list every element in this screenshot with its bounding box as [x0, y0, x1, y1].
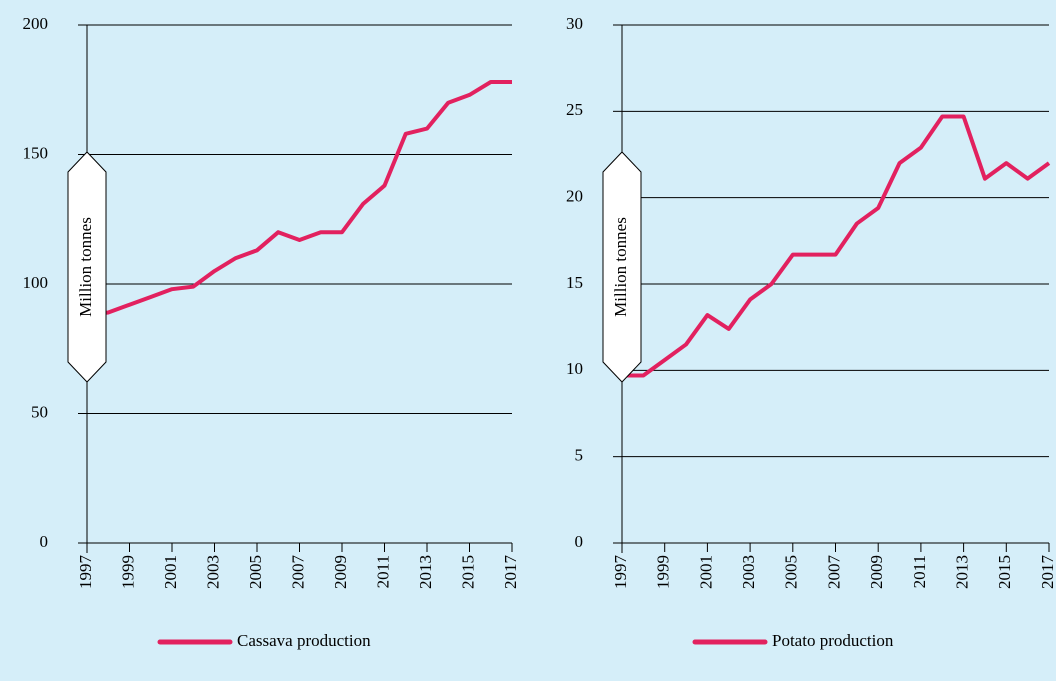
x-tick-label: 1997 [76, 555, 95, 590]
y-tick-label: 0 [575, 532, 584, 551]
x-tick-label: 2011 [373, 555, 392, 588]
x-tick-label: 2001 [161, 555, 180, 589]
x-tick-label: 2013 [953, 555, 972, 589]
y-axis-label: Million tonnes [611, 217, 630, 317]
y-tick-label: 5 [575, 446, 584, 465]
x-tick-label: 2007 [288, 555, 307, 590]
y-tick-label: 50 [31, 402, 48, 421]
y-tick-label: 20 [566, 187, 583, 206]
x-tick-label: 2013 [416, 555, 435, 589]
x-tick-label: 2003 [739, 555, 758, 589]
x-tick-label: 2009 [331, 555, 350, 589]
y-tick-label: 30 [566, 14, 583, 33]
y-label-box [67, 151, 107, 383]
x-tick-label: 2007 [824, 555, 843, 590]
y-tick-label: 100 [23, 273, 49, 292]
y-axis-label: Million tonnes [76, 217, 95, 317]
x-tick-label: 2011 [910, 555, 929, 588]
data-line [86, 79, 512, 318]
y-tick-label: 200 [23, 14, 49, 33]
legend-label: Potato production [772, 631, 894, 650]
y-tick-label: 25 [566, 100, 583, 119]
x-tick-label: 1997 [611, 555, 630, 590]
legend-label: Cassava production [237, 631, 371, 650]
y-label-box [602, 151, 642, 383]
data-line [622, 114, 1051, 378]
y-tick-label: 0 [40, 532, 49, 551]
x-tick-label: 2009 [867, 555, 886, 589]
x-tick-label: 2001 [696, 555, 715, 589]
y-tick-label: 10 [566, 359, 583, 378]
y-tick-label: 15 [566, 273, 583, 292]
x-tick-label: 2005 [782, 555, 801, 589]
x-tick-label: 2015 [995, 555, 1014, 589]
x-tick-label: 2005 [246, 555, 265, 589]
x-tick-label: 2003 [203, 555, 222, 589]
y-tick-label: 150 [23, 143, 49, 162]
x-tick-label: 1999 [118, 555, 137, 589]
x-tick-label: 2015 [458, 555, 477, 589]
x-tick-label: 1999 [654, 555, 673, 589]
x-tick-label: 2017 [501, 555, 520, 590]
x-tick-label: 2017 [1038, 555, 1056, 590]
